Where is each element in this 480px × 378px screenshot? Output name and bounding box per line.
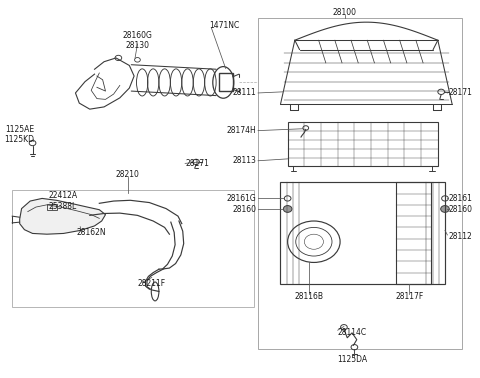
Text: 1471NC: 1471NC <box>209 21 239 30</box>
Bar <box>258 18 462 349</box>
Text: 28112: 28112 <box>449 232 472 240</box>
Text: 1125DA: 1125DA <box>337 355 367 364</box>
Text: 28116B: 28116B <box>295 292 324 301</box>
Circle shape <box>441 206 449 212</box>
Text: 28160: 28160 <box>233 205 257 214</box>
Text: 28174H: 28174H <box>227 126 257 135</box>
Text: 28171: 28171 <box>185 159 209 168</box>
Text: 28161: 28161 <box>449 194 473 203</box>
Bar <box>396 182 431 284</box>
Text: 28111: 28111 <box>233 88 257 98</box>
Text: 28171: 28171 <box>449 88 473 98</box>
Text: 28161G: 28161G <box>227 194 257 203</box>
Bar <box>288 122 438 166</box>
Text: 28117F: 28117F <box>395 292 423 301</box>
Text: 28211F: 28211F <box>137 279 166 288</box>
Text: 28210: 28210 <box>116 170 140 179</box>
Text: 28113: 28113 <box>233 156 257 165</box>
Text: 28160: 28160 <box>449 205 473 214</box>
Circle shape <box>283 206 292 212</box>
Bar <box>12 190 254 307</box>
Text: 28100: 28100 <box>333 8 357 17</box>
Text: 1125AE
1125KD: 1125AE 1125KD <box>5 125 35 144</box>
Bar <box>280 182 445 284</box>
Bar <box>218 73 233 91</box>
Text: 22412A
25388L: 22412A 25388L <box>48 191 77 211</box>
Text: 28160G
28130: 28160G 28130 <box>122 31 152 50</box>
Polygon shape <box>20 198 106 234</box>
Text: 28162N: 28162N <box>77 228 107 237</box>
Text: 28114C: 28114C <box>338 328 367 338</box>
Bar <box>47 204 57 211</box>
